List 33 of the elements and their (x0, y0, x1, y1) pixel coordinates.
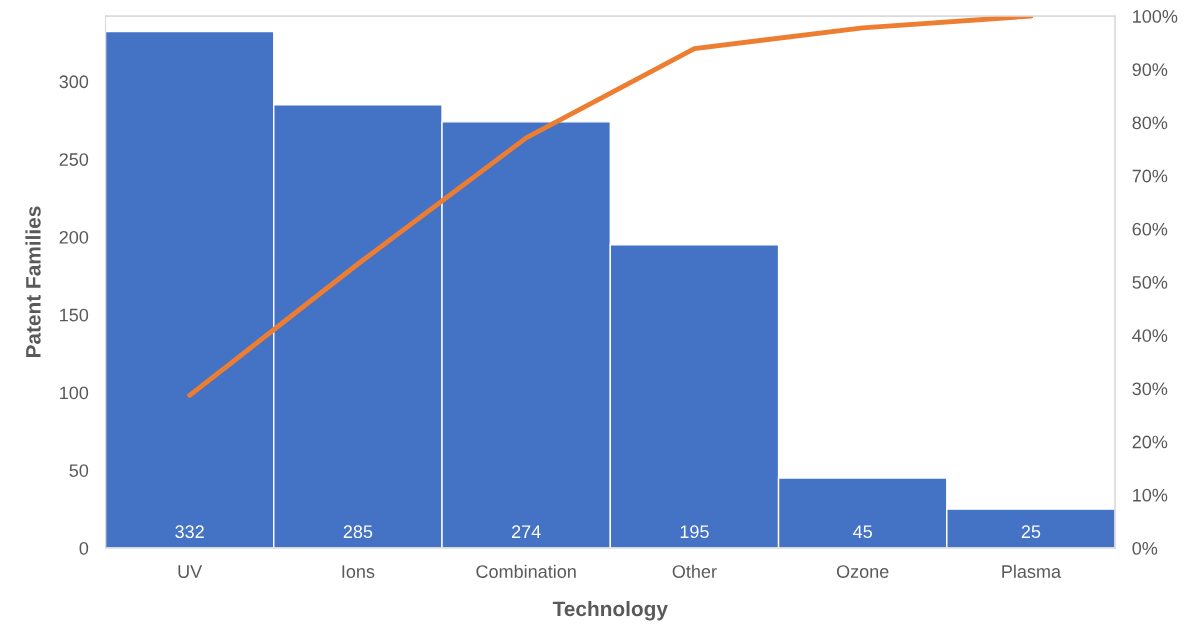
y-axis-title: Patent Families (25, 206, 41, 358)
y2-tick-label: 40% (1132, 329, 1168, 342)
x-tick-label: Ions (342, 565, 375, 578)
y-tick-label: 100 (60, 386, 89, 400)
y2-tick-label: 30% (1132, 382, 1168, 396)
data-label: 195 (680, 525, 709, 539)
data-label: 45 (853, 525, 872, 539)
x-tick-label: Other (672, 564, 717, 578)
x-axis-title: Technology (552, 600, 668, 621)
y-tick-label: 200 (59, 230, 89, 244)
y-tick-label: 0 (79, 541, 89, 555)
y-tick-label: 250 (59, 153, 89, 166)
y2-tick-label: 60% (1132, 222, 1168, 236)
x-tick-label: Ozone (836, 565, 889, 578)
y2-tick-label: 0% (1132, 541, 1158, 555)
data-label: 274 (512, 525, 541, 538)
x-tick-label: Plasma (1002, 564, 1062, 578)
data-label: 332 (175, 525, 204, 539)
line-series (187, 16, 1034, 398)
y2-tick-label: 100% (1133, 10, 1178, 23)
y2-tick-label: 10% (1133, 488, 1168, 502)
y2-tick-label: 90% (1132, 63, 1168, 77)
y2-tick-label: 70% (1132, 169, 1168, 183)
x-tick-label: UV (178, 565, 203, 578)
y2-tick-label: 20% (1132, 435, 1168, 449)
x-tick-label: Combination (476, 564, 576, 578)
y2-tick-label: 80% (1132, 116, 1168, 130)
y-tick-label: 150 (60, 308, 89, 322)
data-label: 285 (343, 525, 373, 539)
y-tick-label: 50 (69, 464, 89, 477)
y-tick-label: 300 (59, 75, 89, 89)
data-label: 25 (1021, 525, 1041, 539)
y2-tick-label: 50% (1132, 276, 1168, 289)
